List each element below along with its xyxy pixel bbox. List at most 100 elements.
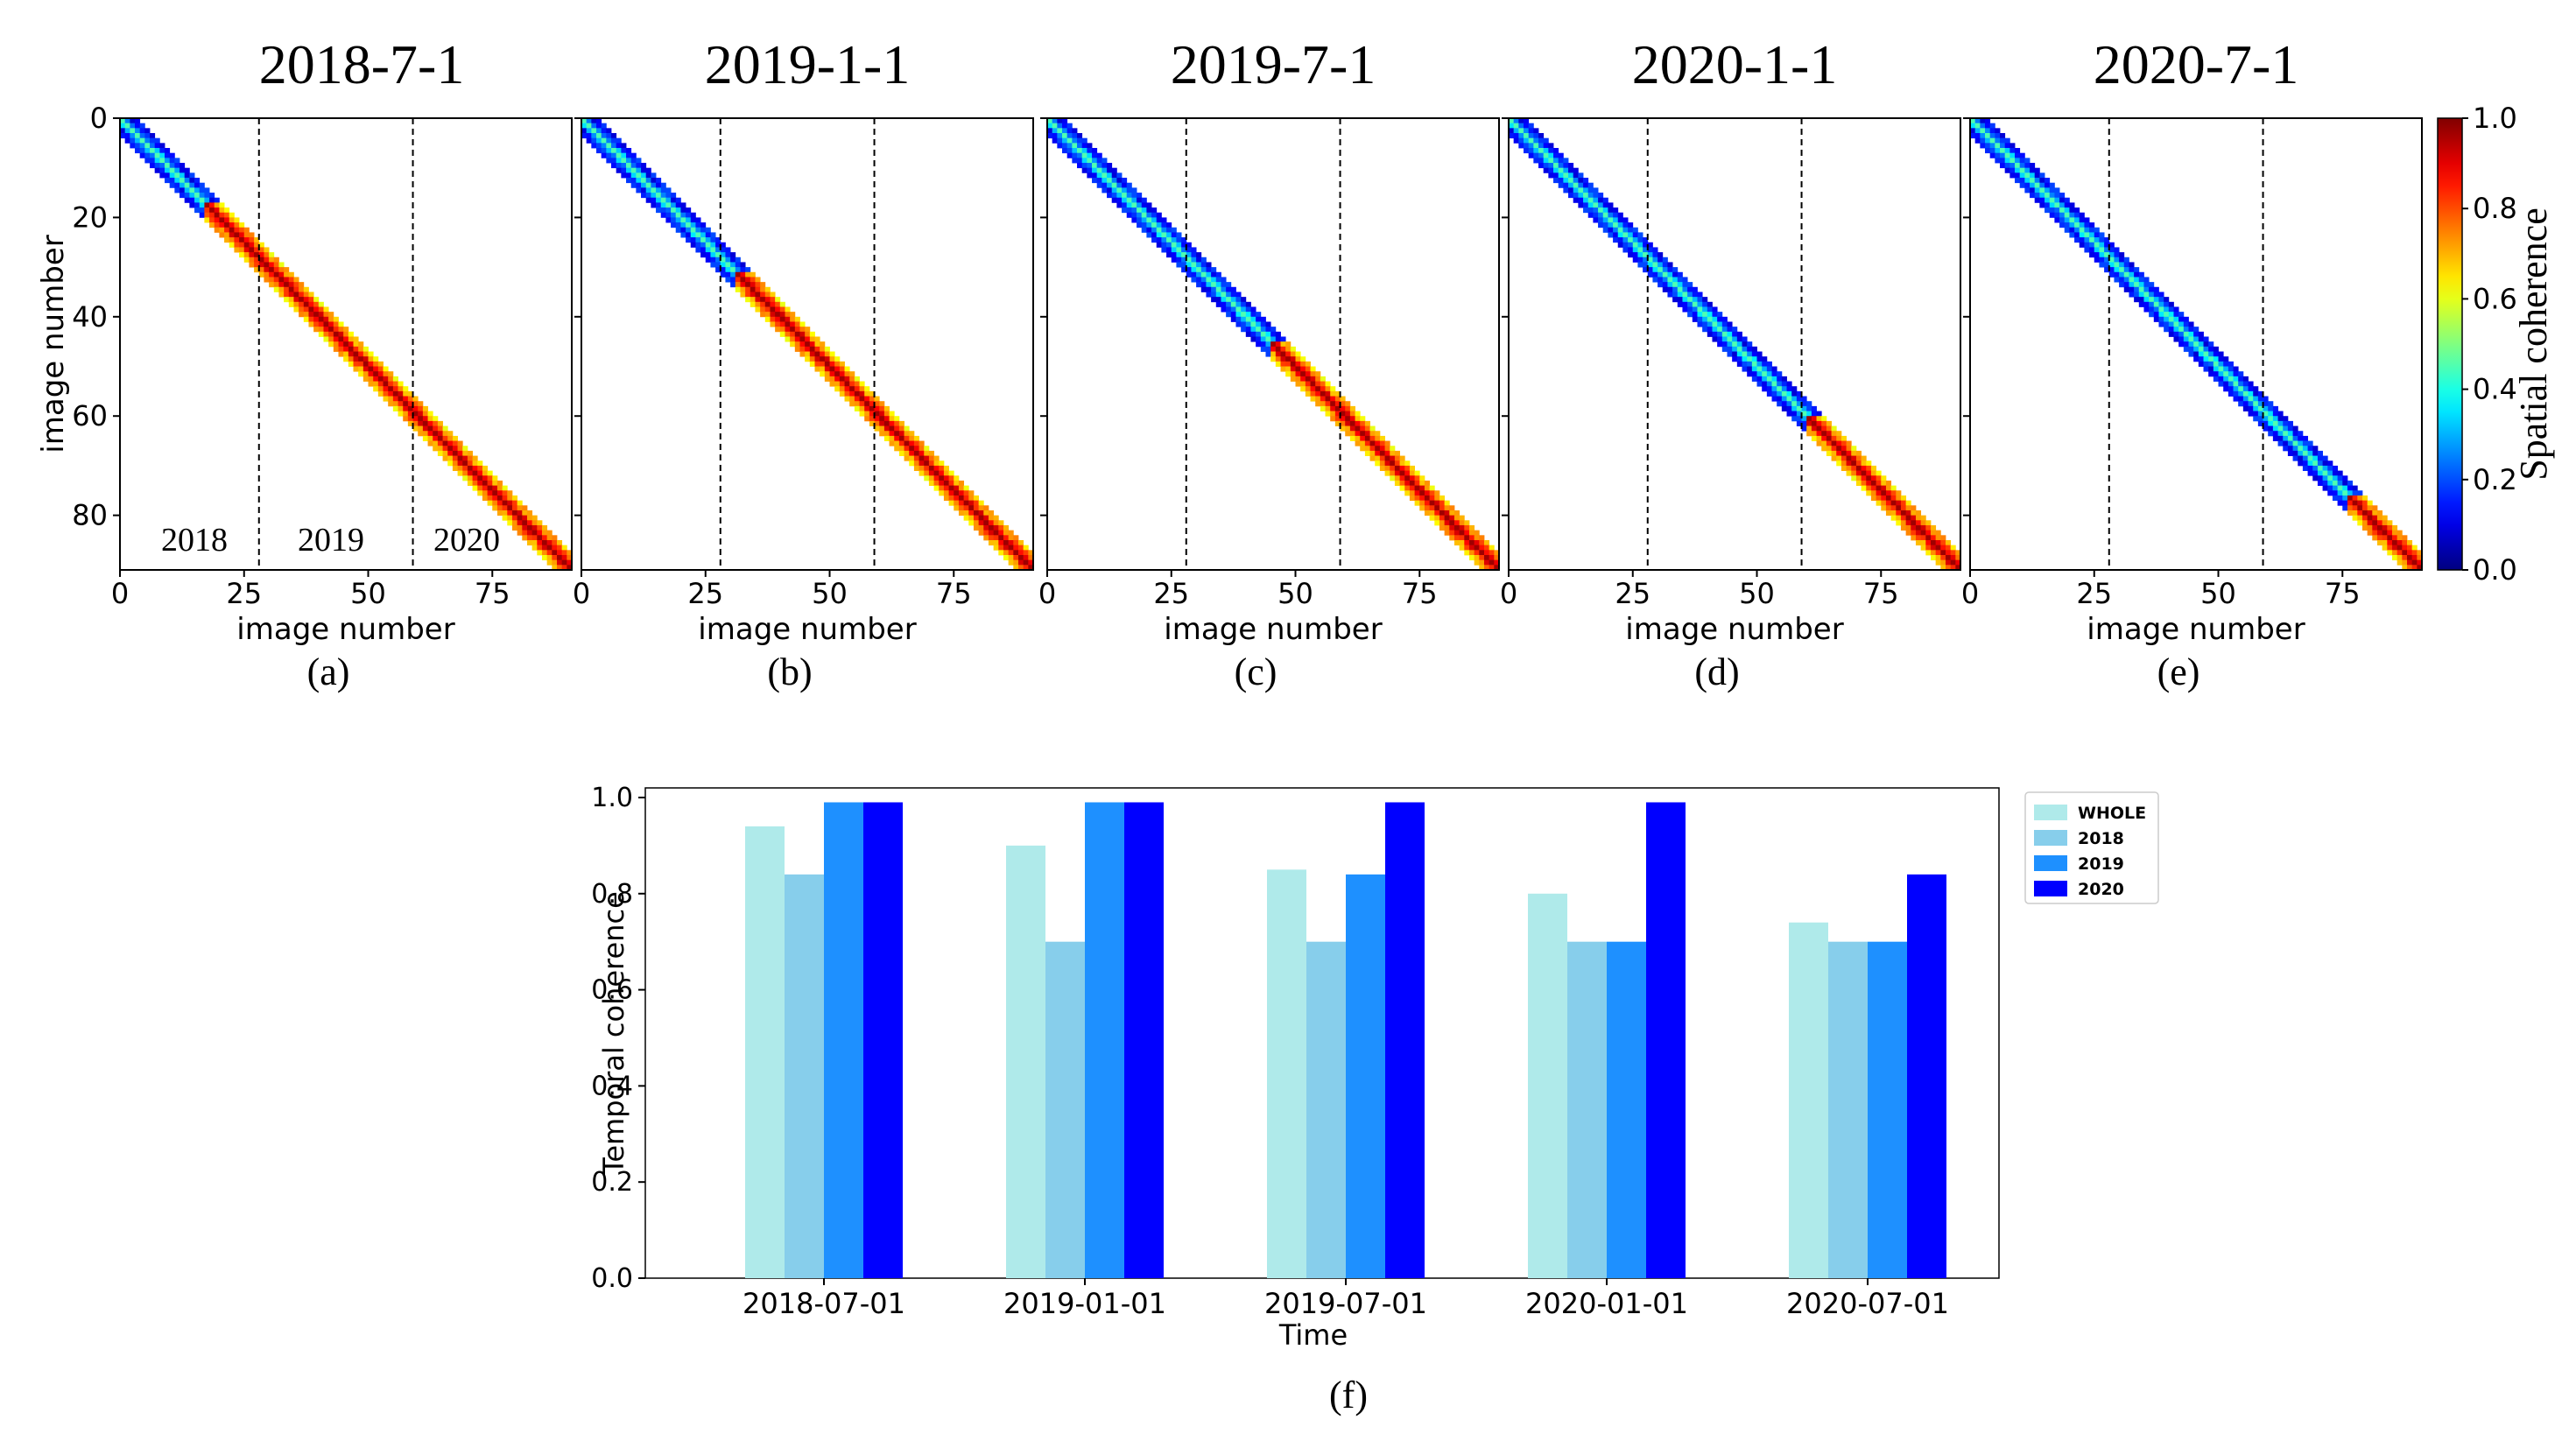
- heatmap-cell: [785, 336, 791, 342]
- heatmap-cell: [1707, 331, 1713, 337]
- heatmap-cell: [457, 470, 463, 476]
- heatmap-cell: [809, 361, 815, 367]
- heatmap-cell: [1806, 416, 1812, 422]
- heatmap-cell: [2253, 411, 2259, 417]
- heatmap-cell: [348, 346, 354, 352]
- heatmap-cell: [284, 267, 290, 273]
- heatmap-cell: [2387, 520, 2393, 526]
- heatmap-cell: [1186, 267, 1192, 273]
- heatmap-cell: [1330, 390, 1336, 397]
- heatmap-cell: [1870, 495, 1876, 502]
- heatmap-cell: [1613, 232, 1619, 238]
- heatmap-cell: [189, 182, 195, 188]
- heatmap-cell: [626, 167, 632, 173]
- heatmap-cell: [477, 475, 483, 481]
- heatmap-cell: [1896, 515, 1902, 521]
- heatmap-cell: [1101, 182, 1108, 188]
- heatmap-cell: [864, 416, 870, 422]
- heatmap-cell: [254, 257, 260, 263]
- heatmap-cell: [1315, 390, 1321, 397]
- heatmap-cell: [2119, 257, 2125, 263]
- heatmap-cell: [328, 336, 334, 342]
- heatmap-cell: [1553, 152, 1559, 158]
- heatmap-cell: [1583, 178, 1589, 184]
- heatmap-cell: [2347, 490, 2354, 496]
- heatmap-cell: [2317, 480, 2323, 486]
- heatmap-cell: [764, 292, 771, 298]
- heatmap-cell: [2268, 420, 2274, 426]
- heatmap-cell: [1524, 128, 1530, 134]
- heatmap-cell: [1658, 282, 1664, 288]
- heatmap-cell: [820, 366, 826, 372]
- heatmap-cell: [452, 446, 458, 452]
- heatmap-cell: [1647, 271, 1653, 278]
- heatmap-cell: [2332, 480, 2338, 486]
- heatmap-cell: [656, 187, 662, 193]
- heatmap-cell: [1602, 222, 1608, 228]
- heatmap-cell: [2143, 306, 2150, 313]
- heatmap-cell: [511, 524, 518, 531]
- heatmap-cell: [457, 465, 463, 471]
- heatmap-cell: [1226, 282, 1232, 288]
- heatmap-cell: [1399, 480, 1405, 486]
- heatmap-cell: [1692, 297, 1698, 303]
- heatmap-cell: [1111, 172, 1117, 179]
- heatmap-cell: [2292, 446, 2298, 452]
- heatmap-cell: [954, 475, 960, 481]
- heatmap-cell: [2178, 327, 2185, 333]
- heatmap-cell: [760, 312, 766, 318]
- heatmap-cell: [308, 321, 314, 327]
- heatmap-cell: [1702, 312, 1708, 318]
- heatmap-cell: [2024, 163, 2031, 169]
- heatmap-cell: [1345, 416, 1351, 422]
- heatmap-cell: [179, 163, 186, 169]
- heatmap-cell: [1191, 277, 1197, 283]
- heatmap-cell: [785, 316, 791, 322]
- heatmap-cell: [1613, 212, 1619, 218]
- heatmap-cell: [2367, 520, 2373, 526]
- heatmap-cell: [2183, 316, 2189, 322]
- heatmap-cell: [775, 297, 781, 303]
- heatmap-cell: [1474, 530, 1480, 536]
- heatmap-cell: [621, 152, 627, 158]
- heatmap-cell: [849, 396, 855, 402]
- heatmap-cell: [219, 212, 225, 218]
- heatmap-cell: [2114, 257, 2120, 263]
- heatmap-cell: [2218, 366, 2224, 372]
- heatmap-cell: [764, 316, 771, 322]
- heatmap-cell: [517, 520, 523, 526]
- heatmap-cell: [675, 227, 681, 233]
- heatmap-cell: [1275, 346, 1281, 352]
- heatmap-cell: [2108, 267, 2115, 273]
- heatmap-cell: [1751, 356, 1757, 362]
- heatmap-cell: [328, 316, 334, 322]
- heatmap-cell: [1915, 524, 1922, 531]
- heatmap-cell: [2049, 202, 2055, 208]
- heatmap-cell: [1404, 475, 1411, 481]
- heatmap-cell: [1816, 431, 1822, 437]
- heatmap-cell: [2108, 271, 2115, 278]
- heatmap-cell: [388, 401, 394, 407]
- heatmap-cell: [814, 361, 820, 367]
- heatmap-cell: [2391, 545, 2398, 551]
- heatmap-cell: [591, 133, 597, 139]
- heatmap-cell: [745, 267, 751, 273]
- heatmap-cell: [636, 158, 642, 164]
- heatmap-cell: [1593, 217, 1599, 223]
- heatmap-cell: [824, 366, 830, 372]
- heatmap-cell: [1062, 118, 1068, 124]
- heatmap-cell: [849, 381, 855, 387]
- heatmap-cell: [2000, 133, 2006, 139]
- heatmap-cell: [1855, 450, 1862, 456]
- heatmap-cell: [1424, 505, 1431, 511]
- heatmap-cell: [1146, 212, 1152, 218]
- heatmap-cell: [1632, 237, 1638, 243]
- heatmap-cell: [1161, 232, 1167, 238]
- heatmap-cell: [2298, 435, 2304, 441]
- heatmap-cell: [1206, 292, 1212, 298]
- heatmap-cell: [660, 202, 666, 208]
- heatmap-cell: [1945, 539, 1952, 546]
- heatmap-cell: [531, 520, 538, 526]
- heatmap-cell: [2114, 267, 2120, 273]
- heatmap-cell: [2248, 386, 2254, 392]
